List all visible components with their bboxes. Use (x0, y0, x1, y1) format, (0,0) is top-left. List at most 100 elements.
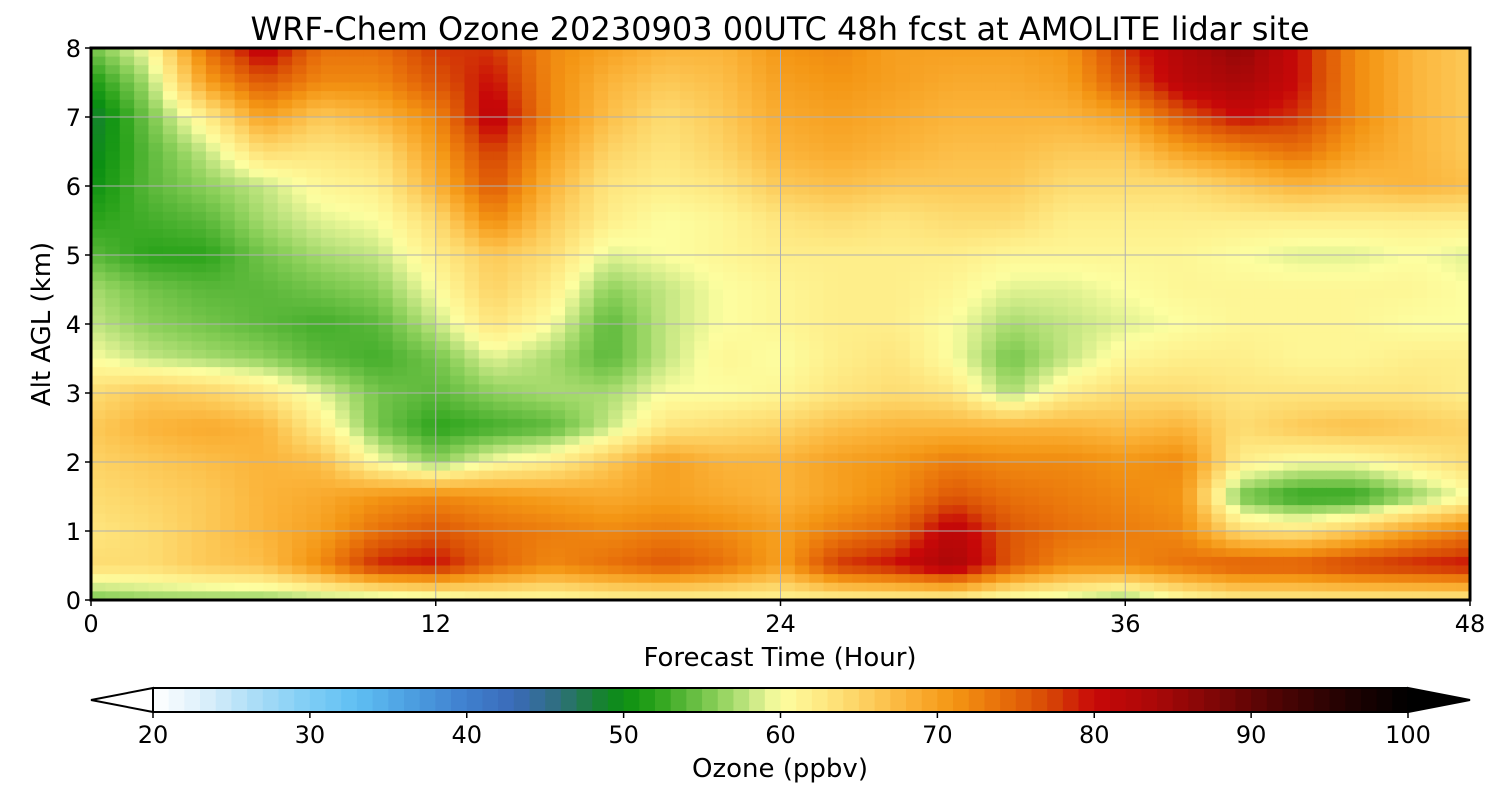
heatmap-cell (292, 263, 308, 273)
heatmap-cell (1441, 82, 1457, 92)
heatmap-cell (708, 289, 724, 299)
heatmap-cell (809, 306, 825, 316)
heatmap-cell (967, 306, 983, 316)
heatmap-cell (636, 410, 652, 420)
heatmap-cell (1082, 203, 1098, 213)
heatmap-cell (1326, 142, 1342, 153)
heatmap-cell (967, 444, 983, 454)
heatmap-cell (378, 436, 394, 446)
heatmap-cell (550, 65, 566, 75)
heatmap-cell (1355, 436, 1371, 446)
heatmap-cell (392, 263, 408, 273)
heatmap-cell (1168, 401, 1184, 411)
heatmap-cell (1254, 263, 1270, 273)
heatmap-cell (665, 462, 681, 472)
heatmap-cell (622, 393, 638, 403)
heatmap-cell (550, 186, 566, 196)
heatmap-cell (1096, 151, 1112, 161)
heatmap-cell (636, 48, 652, 58)
heatmap-cell (766, 65, 782, 75)
heatmap-cell (1139, 229, 1155, 239)
heatmap-cell (608, 410, 624, 420)
heatmap-cell (565, 99, 580, 109)
heatmap-cell (134, 99, 150, 109)
heatmap-cell (1010, 410, 1026, 420)
heatmap-cell (1067, 108, 1083, 118)
heatmap-cell (1211, 332, 1227, 342)
heatmap-cell (1096, 358, 1112, 368)
heatmap-cell (622, 117, 638, 127)
heatmap-cell (1096, 418, 1112, 429)
heatmap-cell (191, 151, 207, 161)
heatmap-cell (177, 341, 193, 351)
heatmap-cell (1211, 418, 1227, 429)
heatmap-cell (995, 418, 1011, 429)
heatmap-cell (292, 289, 308, 299)
heatmap-cell (766, 263, 782, 273)
heatmap-cell (866, 418, 882, 429)
heatmap-cell (277, 108, 293, 118)
heatmap-cell (162, 349, 178, 360)
heatmap-cell (1240, 306, 1256, 316)
heatmap-cell (1053, 246, 1069, 256)
heatmap-cell (1268, 418, 1284, 429)
heatmap-cell (1326, 470, 1342, 480)
heatmap-cell (1125, 358, 1141, 368)
heatmap-cell (938, 160, 954, 170)
heatmap-cell (134, 487, 150, 498)
heatmap-cell (1268, 375, 1284, 385)
heatmap-cell (1455, 341, 1471, 351)
heatmap-cell (363, 91, 379, 101)
heatmap-cell (1355, 168, 1371, 178)
heatmap-cell (536, 186, 552, 196)
heatmap-cell (177, 203, 193, 213)
heatmap-cell (981, 298, 997, 308)
heatmap-cell (134, 203, 150, 213)
heatmap-cell (378, 479, 394, 489)
heatmap-cell (1225, 82, 1241, 92)
heatmap-cell (1383, 487, 1399, 498)
heatmap-cell (1240, 470, 1256, 480)
heatmap-cell (938, 82, 954, 92)
heatmap-cell (1240, 263, 1256, 273)
heatmap-cell (866, 462, 882, 472)
heatmap-cell (407, 255, 422, 265)
heatmap-cell (134, 186, 150, 196)
heatmap-cell (105, 229, 121, 239)
heatmap-cell (1441, 410, 1457, 420)
heatmap-cell (1355, 410, 1371, 420)
heatmap-cell (148, 349, 164, 360)
heatmap-cell (1412, 99, 1428, 109)
heatmap-cell (924, 108, 940, 118)
heatmap-cell (263, 375, 279, 385)
heatmap-cell (292, 125, 308, 135)
heatmap-cell (809, 487, 825, 498)
heatmap-cell (1168, 418, 1184, 429)
heatmap-cell (1211, 487, 1227, 498)
heatmap-cell (823, 220, 839, 230)
heatmap-cell (277, 211, 293, 222)
heatmap-cell (1355, 427, 1371, 437)
heatmap-cell (292, 177, 308, 187)
heatmap-cell (162, 487, 178, 498)
heatmap-cell (478, 272, 494, 282)
heatmap-cell (335, 134, 351, 144)
heatmap-cell (91, 427, 106, 437)
heatmap-cell (995, 349, 1011, 360)
heatmap-cell (1340, 108, 1356, 118)
heatmap-cell (1455, 142, 1471, 153)
heatmap-cell (1240, 99, 1256, 109)
heatmap-cell (1039, 186, 1055, 196)
heatmap-cell (263, 168, 279, 178)
heatmap-cell (1297, 427, 1313, 437)
heatmap-cell (191, 427, 207, 437)
heatmap-cell (521, 470, 537, 480)
heatmap-cell (909, 462, 925, 472)
heatmap-cell (1110, 436, 1126, 446)
heatmap-cell (766, 151, 782, 161)
heatmap-cell (1455, 186, 1471, 196)
heatmap-cell (1240, 117, 1256, 127)
heatmap-cell (723, 436, 738, 446)
heatmap-cell (450, 108, 466, 118)
